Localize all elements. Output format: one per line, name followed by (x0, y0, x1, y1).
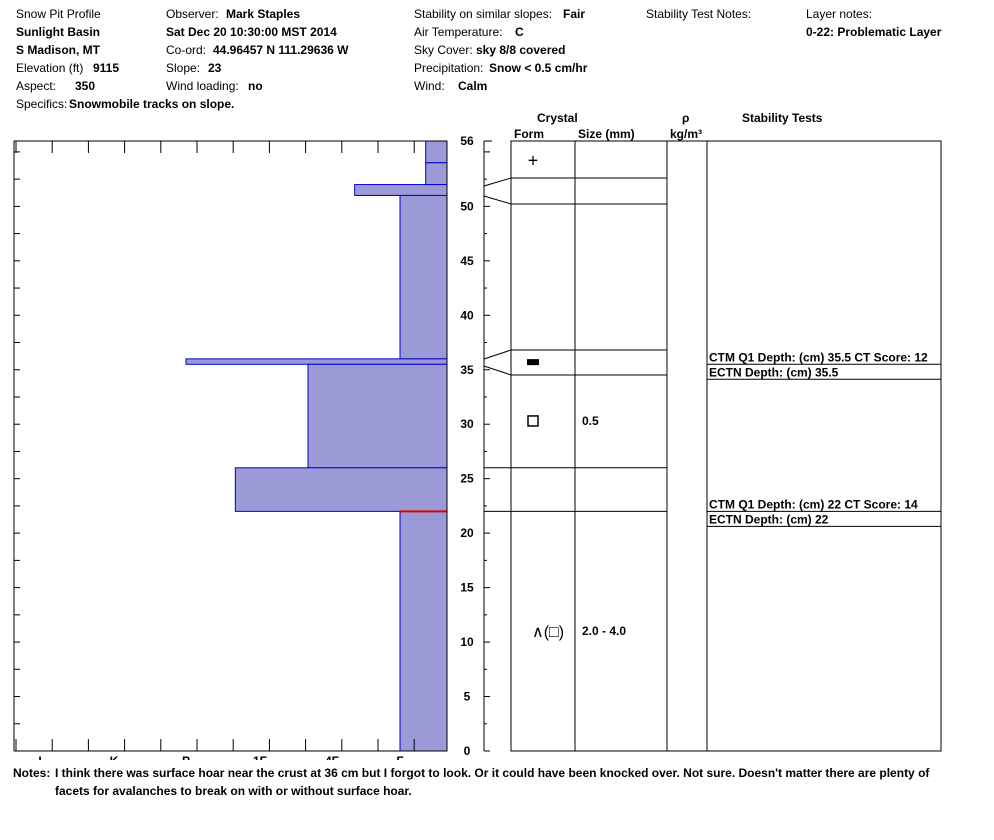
depth-label-50: 50 (460, 199, 474, 213)
hardness-layer-2 (354, 184, 448, 196)
pit-title: Snow Pit Profile (16, 7, 101, 21)
range-name: S Madison, MT (16, 43, 100, 57)
hardness-layer-3 (399, 194, 448, 360)
stability-tests-header: Stability Tests (742, 111, 823, 125)
stability-test-0: CTM Q1 Depth: (cm) 35.5 CT Score: 12 (709, 350, 928, 364)
layer-boundary-line (483, 177, 667, 187)
observer-value: Mark Staples (226, 7, 301, 21)
wind-loading-value: no (248, 79, 263, 93)
precip-value: Snow < 0.5 cm/hr (489, 61, 588, 75)
hardness-layer-0 (425, 140, 448, 164)
crystal-size-0: 0.5 (582, 414, 599, 428)
location-name: Sunlight Basin (16, 25, 100, 39)
hardness-layer-5 (307, 363, 448, 469)
air-temp-value: C (515, 25, 524, 39)
hardness-layer-6 (234, 467, 448, 512)
crystal-size-1: 2.0 - 4.0 (582, 624, 626, 638)
sky-cover-label: Sky Cover: (414, 43, 473, 57)
hardness-layer-4 (185, 358, 448, 365)
notes-label: Notes: (13, 766, 51, 780)
density-column (666, 140, 708, 752)
elevation-value: 9115 (93, 61, 120, 75)
depth-label-0: 0 (464, 744, 471, 758)
crystal-form-plus: + (528, 151, 539, 171)
depth-label-35: 35 (460, 363, 474, 377)
wind-loading-label: Wind loading: (166, 79, 239, 93)
stability-test-1: ECTN Depth: (cm) 35.5 (709, 365, 839, 379)
slope-label: Slope: (166, 61, 201, 75)
stability-value: Fair (563, 7, 586, 21)
hardness-layer-1 (425, 162, 448, 186)
depth-label-56: 56 (460, 134, 474, 148)
hardness-label-I: I (38, 754, 41, 760)
stability-test-2: CTM Q1 Depth: (cm) 22 CT Score: 14 (709, 497, 918, 511)
observation-datetime: Sat Dec 20 10:30:00 MST 2014 (166, 25, 337, 39)
hardness-label-P: P (182, 754, 190, 760)
air-temp-label: Air Temperature: (414, 25, 503, 39)
density-unit-header: kg/m³ (670, 127, 703, 141)
slope-value: 23 (208, 61, 222, 75)
layer-boundary-line (483, 195, 667, 205)
sky-cover-value: sky 8/8 covered (476, 43, 566, 57)
specifics-value: Snowmobile tracks on slope. (69, 97, 235, 111)
depth-label-40: 40 (460, 308, 474, 322)
aspect-label: Aspect: (16, 79, 57, 93)
depth-label-25: 25 (460, 472, 474, 486)
depth-label-20: 20 (460, 526, 474, 540)
crystal-table-frame (510, 140, 668, 752)
wind-label: Wind: (414, 79, 445, 93)
elevation-label: Elevation (ft) (16, 61, 84, 75)
crystal-header: Crystal (537, 111, 578, 125)
hardness-label-4F: 4F (325, 754, 339, 760)
depth-label-10: 10 (460, 635, 474, 649)
size-header: Size (mm) (578, 127, 635, 141)
rho-header: ρ (682, 111, 690, 125)
layer-boundary-line (483, 365, 667, 376)
coord-value: 44.96457 N 111.29636 W (213, 43, 349, 57)
crystal-form-depth-hoar: ∧(□) (532, 624, 564, 641)
crystal-form-facet (527, 415, 539, 427)
observer-label: Observer: (166, 7, 219, 21)
stability-label: Stability on similar slopes: (414, 7, 553, 21)
depth-label-30: 30 (460, 417, 474, 431)
depth-label-45: 45 (460, 254, 474, 268)
hardness-label-1F: 1F (253, 754, 267, 760)
stability-test-3: ECTN Depth: (cm) 22 (709, 512, 829, 526)
layer-notes-value: 0-22: Problematic Layer (806, 25, 942, 39)
layer-notes-label: Layer notes: (806, 7, 873, 21)
depth-label-15: 15 (460, 581, 474, 595)
hardness-label-F: F (396, 754, 403, 760)
depth-label-5: 5 (464, 690, 471, 704)
stability-table-frame (706, 140, 942, 752)
notes-text: I think there was surface hoar near the … (55, 766, 930, 798)
specifics-label: Specifics: (16, 97, 68, 111)
layer-boundary-line (483, 349, 667, 360)
hardness-layer-7 (399, 510, 448, 752)
snow-pit-chart: I K P 1F 4F F 0 5 10 15 20 25 30 35 40 45 50 56 +0.5 ∧(□)… (13, 134, 942, 760)
aspect-value: 350 (75, 79, 96, 93)
wind-value: Calm (458, 79, 488, 93)
precip-label: Precipitation: (414, 61, 484, 75)
coord-label: Co-ord: (166, 43, 207, 57)
form-header: Form (514, 127, 544, 141)
stability-notes-label: Stability Test Notes: (646, 7, 752, 21)
hardness-label-K: K (110, 754, 119, 760)
crystal-form-crust (527, 359, 539, 366)
